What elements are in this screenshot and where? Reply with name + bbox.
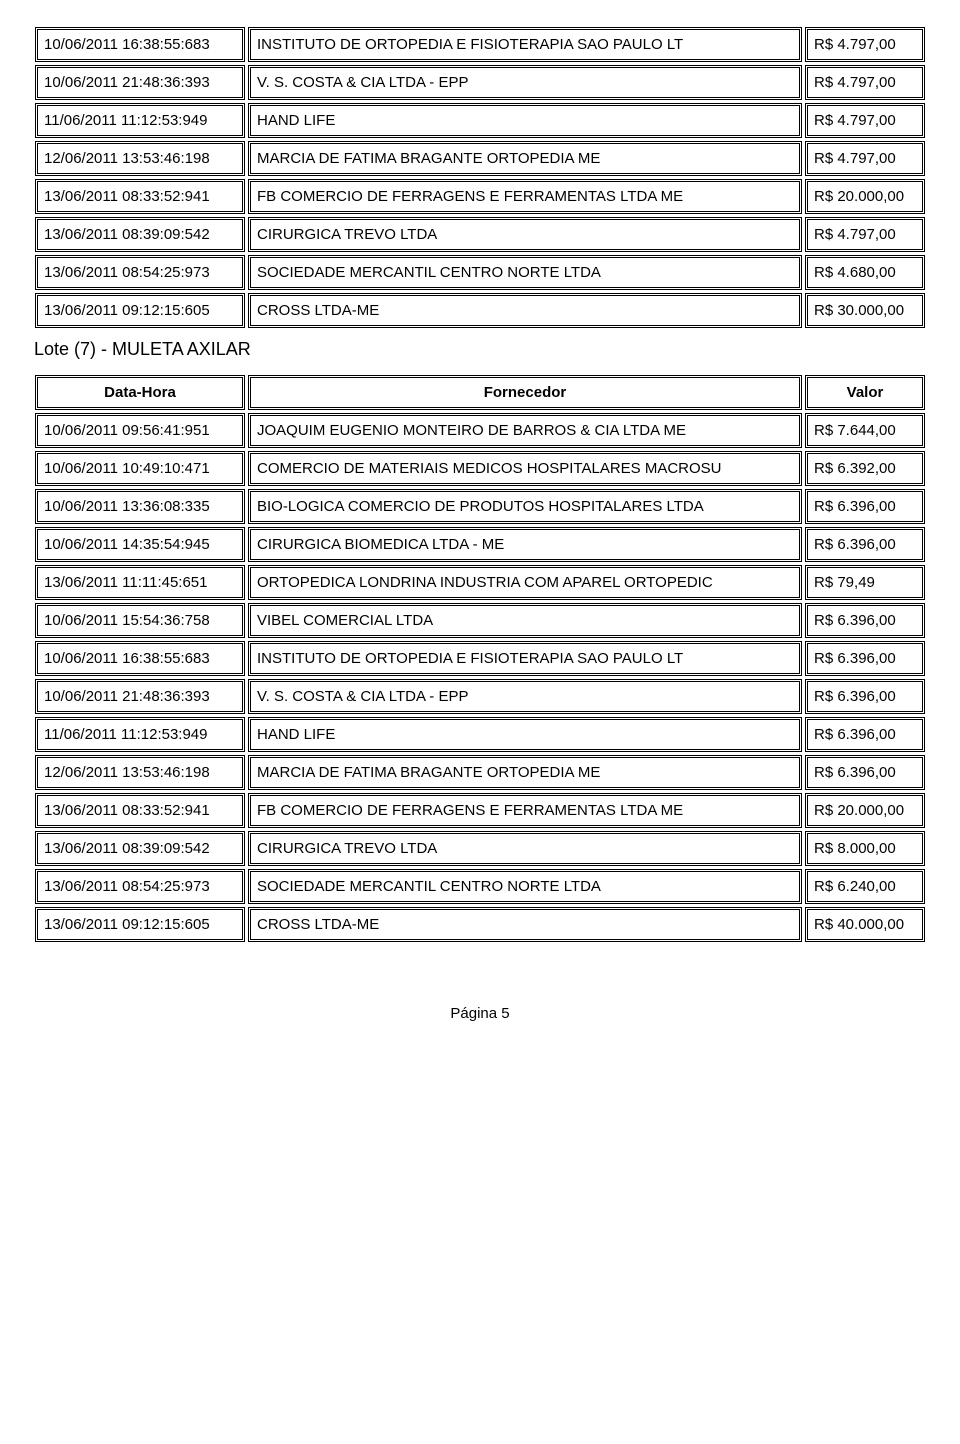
cell-date: 12/06/2011 13:53:46:198 [35,755,245,790]
table-row: 13/06/2011 08:39:09:542CIRURGICA TREVO L… [35,217,925,252]
table-row: 13/06/2011 08:33:52:941FB COMERCIO DE FE… [35,793,925,828]
table-row: 10/06/2011 13:36:08:335BIO-LOGICA COMERC… [35,489,925,524]
cell-value: R$ 6.396,00 [805,527,925,562]
cell-date: 10/06/2011 10:49:10:471 [35,451,245,486]
supplier-table-top: 10/06/2011 16:38:55:683INSTITUTO DE ORTO… [32,24,928,331]
cell-date: 13/06/2011 08:54:25:973 [35,869,245,904]
cell-value: R$ 4.797,00 [805,217,925,252]
cell-value: R$ 30.000,00 [805,293,925,328]
supplier-table-main: Data-Hora Fornecedor Valor 10/06/2011 09… [32,372,928,945]
cell-value: R$ 6.396,00 [805,717,925,752]
cell-supplier: HAND LIFE [248,717,802,752]
cell-value: R$ 6.396,00 [805,755,925,790]
table-row: 10/06/2011 09:56:41:951JOAQUIM EUGENIO M… [35,413,925,448]
cell-date: 10/06/2011 15:54:36:758 [35,603,245,638]
cell-date: 13/06/2011 08:33:52:941 [35,793,245,828]
cell-date: 13/06/2011 11:11:45:651 [35,565,245,600]
cell-date: 10/06/2011 21:48:36:393 [35,65,245,100]
cell-value: R$ 4.797,00 [805,65,925,100]
cell-date: 10/06/2011 16:38:55:683 [35,27,245,62]
cell-supplier: SOCIEDADE MERCANTIL CENTRO NORTE LTDA [248,255,802,290]
cell-date: 13/06/2011 08:39:09:542 [35,831,245,866]
table-row: 13/06/2011 09:12:15:605CROSS LTDA-MER$ 3… [35,293,925,328]
table-row: 13/06/2011 08:54:25:973SOCIEDADE MERCANT… [35,869,925,904]
cell-value: R$ 7.644,00 [805,413,925,448]
cell-supplier: V. S. COSTA & CIA LTDA - EPP [248,679,802,714]
cell-supplier: COMERCIO DE MATERIAIS MEDICOS HOSPITALAR… [248,451,802,486]
table-row: 11/06/2011 11:12:53:949HAND LIFER$ 6.396… [35,717,925,752]
cell-date: 11/06/2011 11:12:53:949 [35,717,245,752]
cell-date: 10/06/2011 13:36:08:335 [35,489,245,524]
section-title: Lote (7) - MULETA AXILAR [34,339,928,360]
cell-supplier: CIRURGICA TREVO LTDA [248,831,802,866]
cell-supplier: V. S. COSTA & CIA LTDA - EPP [248,65,802,100]
cell-value: R$ 6.396,00 [805,679,925,714]
cell-value: R$ 79,49 [805,565,925,600]
cell-value: R$ 4.680,00 [805,255,925,290]
table-row: 10/06/2011 21:48:36:393V. S. COSTA & CIA… [35,65,925,100]
col-header-date: Data-Hora [35,375,245,410]
cell-supplier: INSTITUTO DE ORTOPEDIA E FISIOTERAPIA SA… [248,27,802,62]
cell-supplier: CROSS LTDA-ME [248,293,802,328]
cell-date: 10/06/2011 16:38:55:683 [35,641,245,676]
table-row: 13/06/2011 08:33:52:941FB COMERCIO DE FE… [35,179,925,214]
cell-supplier: HAND LIFE [248,103,802,138]
table-row: 10/06/2011 14:35:54:945CIRURGICA BIOMEDI… [35,527,925,562]
table-row: 10/06/2011 16:38:55:683INSTITUTO DE ORTO… [35,27,925,62]
cell-date: 10/06/2011 09:56:41:951 [35,413,245,448]
table-row: 13/06/2011 11:11:45:651ORTOPEDICA LONDRI… [35,565,925,600]
cell-value: R$ 8.000,00 [805,831,925,866]
cell-date: 13/06/2011 08:39:09:542 [35,217,245,252]
cell-supplier: VIBEL COMERCIAL LTDA [248,603,802,638]
cell-supplier: CROSS LTDA-ME [248,907,802,942]
cell-value: R$ 4.797,00 [805,141,925,176]
cell-supplier: ORTOPEDICA LONDRINA INDUSTRIA COM APAREL… [248,565,802,600]
cell-value: R$ 6.396,00 [805,489,925,524]
cell-supplier: CIRURGICA TREVO LTDA [248,217,802,252]
col-header-supplier: Fornecedor [248,375,802,410]
cell-date: 13/06/2011 08:54:25:973 [35,255,245,290]
col-header-value: Valor [805,375,925,410]
table-row: 10/06/2011 10:49:10:471COMERCIO DE MATER… [35,451,925,486]
table-row: 13/06/2011 08:54:25:973SOCIEDADE MERCANT… [35,255,925,290]
table-row: 10/06/2011 15:54:36:758VIBEL COMERCIAL L… [35,603,925,638]
cell-supplier: MARCIA DE FATIMA BRAGANTE ORTOPEDIA ME [248,141,802,176]
table-row: 12/06/2011 13:53:46:198MARCIA DE FATIMA … [35,141,925,176]
cell-value: R$ 6.392,00 [805,451,925,486]
cell-date: 13/06/2011 09:12:15:605 [35,907,245,942]
cell-value: R$ 20.000,00 [805,793,925,828]
table-header-row: Data-Hora Fornecedor Valor [35,375,925,410]
cell-value: R$ 4.797,00 [805,103,925,138]
cell-supplier: MARCIA DE FATIMA BRAGANTE ORTOPEDIA ME [248,755,802,790]
table-row: 10/06/2011 16:38:55:683INSTITUTO DE ORTO… [35,641,925,676]
cell-value: R$ 20.000,00 [805,179,925,214]
cell-supplier: FB COMERCIO DE FERRAGENS E FERRAMENTAS L… [248,793,802,828]
cell-date: 12/06/2011 13:53:46:198 [35,141,245,176]
cell-supplier: INSTITUTO DE ORTOPEDIA E FISIOTERAPIA SA… [248,641,802,676]
cell-value: R$ 6.240,00 [805,869,925,904]
cell-supplier: CIRURGICA BIOMEDICA LTDA - ME [248,527,802,562]
cell-date: 10/06/2011 14:35:54:945 [35,527,245,562]
cell-supplier: BIO-LOGICA COMERCIO DE PRODUTOS HOSPITAL… [248,489,802,524]
cell-supplier: JOAQUIM EUGENIO MONTEIRO DE BARROS & CIA… [248,413,802,448]
page-footer: Página 5 [32,1005,928,1022]
cell-supplier: SOCIEDADE MERCANTIL CENTRO NORTE LTDA [248,869,802,904]
cell-date: 13/06/2011 09:12:15:605 [35,293,245,328]
cell-value: R$ 4.797,00 [805,27,925,62]
table-row: 13/06/2011 09:12:15:605CROSS LTDA-MER$ 4… [35,907,925,942]
cell-date: 11/06/2011 11:12:53:949 [35,103,245,138]
cell-date: 13/06/2011 08:33:52:941 [35,179,245,214]
cell-date: 10/06/2011 21:48:36:393 [35,679,245,714]
cell-value: R$ 40.000,00 [805,907,925,942]
cell-value: R$ 6.396,00 [805,641,925,676]
table-row: 12/06/2011 13:53:46:198MARCIA DE FATIMA … [35,755,925,790]
cell-value: R$ 6.396,00 [805,603,925,638]
table-row: 10/06/2011 21:48:36:393V. S. COSTA & CIA… [35,679,925,714]
table-row: 13/06/2011 08:39:09:542CIRURGICA TREVO L… [35,831,925,866]
cell-supplier: FB COMERCIO DE FERRAGENS E FERRAMENTAS L… [248,179,802,214]
table-row: 11/06/2011 11:12:53:949HAND LIFER$ 4.797… [35,103,925,138]
